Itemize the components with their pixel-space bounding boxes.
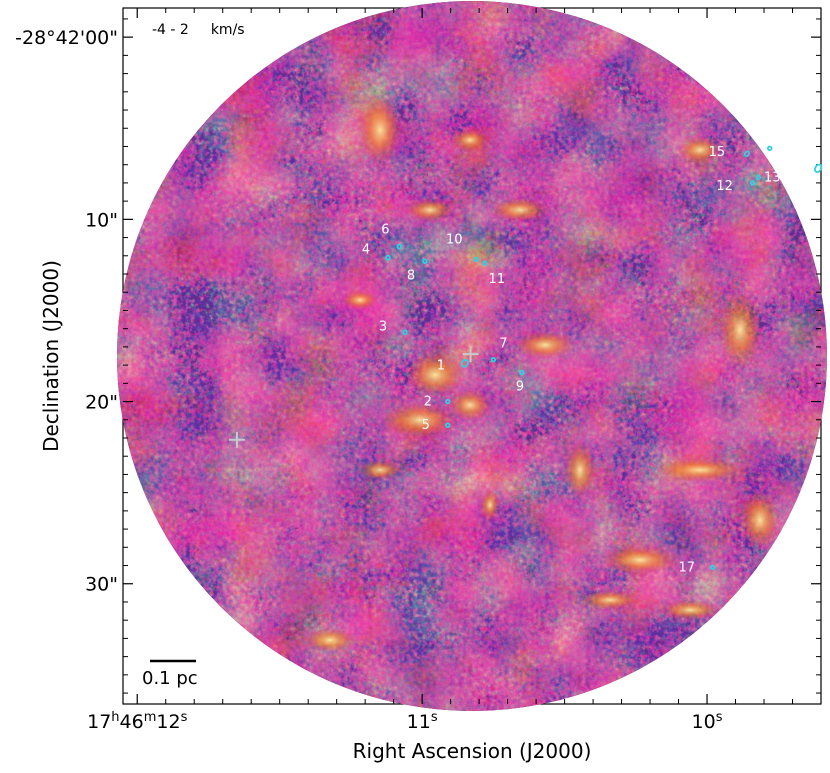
source-ellipse [814,163,823,174]
source-label: 9 [516,379,524,394]
source-ellipse [445,422,451,428]
emission-blob [358,95,402,165]
emission-blob [515,331,575,359]
emission-blob [580,590,640,610]
ra-tick-label: 11s [407,710,438,734]
source-ellipse [445,398,451,405]
source-ellipse [519,369,525,376]
source-label: 11 [489,272,506,287]
source-ellipse [473,256,479,263]
emission-blob [358,460,402,480]
emission-blob [405,198,455,222]
source-ellipse [385,254,391,261]
y-axis-title: Declination (J2000) [39,260,63,452]
emission-blob [718,290,762,370]
emission-blob [660,600,720,620]
source-ellipse [422,258,428,264]
velocity-range-label: -4 - 2 km/s [152,22,245,38]
source-ellipse [490,356,497,363]
source-label: 14 [794,177,811,192]
emission-blob [480,489,500,521]
source-ellipse [460,358,469,368]
axis-ticks [123,8,821,704]
source-label: 10 [446,232,463,247]
emission-blob [490,198,550,222]
emission-blob [564,442,596,498]
source-ellipse [402,329,408,336]
emission-blob [342,290,378,310]
emission-blob [405,353,465,397]
source-ellipse [482,260,488,266]
emission-map [117,1,827,711]
source-label: 6 [381,223,389,238]
dec-tick-label: 10" [85,209,118,231]
ra-tick-label: 17h46m12s [87,710,187,734]
source-label: 17 [678,560,695,575]
tick-labels: 17h46m12s 11s 10s -28°42'00" 10" 20" 30" [15,27,723,733]
source-label: 8 [407,268,415,283]
position-crosses [228,346,479,448]
source-label: 12 [716,179,733,194]
source-ellipse [396,243,403,250]
emission-blob [678,136,722,164]
source-ellipse [710,564,716,571]
source-ellipse [749,180,756,186]
emission-blob [600,546,680,574]
source-ellipse [743,150,750,158]
emission-blob [382,402,458,438]
source-label: 4 [362,243,370,258]
emission-blob [304,628,356,652]
dec-tick-label: 20" [85,392,118,414]
source-label: 3 [379,319,387,334]
source-ellipse [767,145,773,151]
source-label: 15 [709,145,726,160]
source-label: 1 [437,358,445,373]
bright-emission-filaments [304,95,780,652]
emission-blob [655,458,745,482]
source-label: 7 [499,337,507,352]
scale-bar-label: 0.1 pc [142,668,198,689]
emission-blob [450,128,490,152]
source-label: 2 [424,395,432,410]
source-label: 16 [771,133,788,148]
source-label: 13 [764,170,781,185]
x-axis-title: Right Ascension (J2000) [353,739,592,763]
emission-blob [448,389,492,421]
source-ellipse [755,174,762,181]
dec-tick-label: -28°42'00" [15,27,118,49]
emission-blob [740,490,780,550]
ra-tick-label: 10s [692,710,723,734]
source-label: 5 [422,418,430,433]
dec-tick-label: 30" [85,574,118,596]
